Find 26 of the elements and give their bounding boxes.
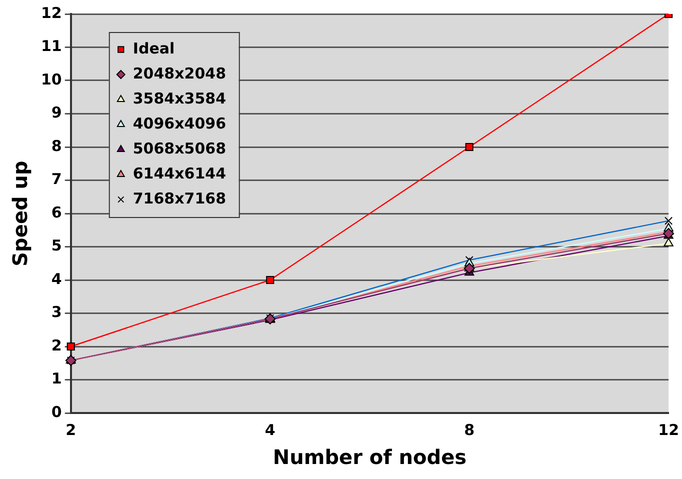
y-tick-label: 2 <box>51 336 62 354</box>
y-tick-label: 4 <box>51 270 62 288</box>
x-tick-label: 2 <box>66 420 76 439</box>
x-tick-label: 4 <box>264 420 276 439</box>
legend-label: 4096x4096 <box>132 114 226 132</box>
y-tick-label: 9 <box>51 104 62 122</box>
y-tick-label: 7 <box>51 170 62 188</box>
y-tick-label: 0 <box>51 402 62 421</box>
legend-label: 6144x6144 <box>132 164 226 182</box>
y-tick-label: 1 <box>51 370 62 388</box>
y-tick-label: 11 <box>41 37 62 56</box>
y-tick-label: 3 <box>51 303 62 322</box>
x-tick-label: 12 <box>658 420 679 439</box>
x-tick-label: 8 <box>464 420 475 439</box>
y-tick-label: 10 <box>41 70 62 88</box>
legend-label: Ideal <box>132 39 175 58</box>
y-tick-label: 6 <box>51 203 62 222</box>
y-tick-label: 8 <box>51 136 62 155</box>
y-axis-title: Speed up <box>8 160 32 266</box>
legend-label: 3584x3584 <box>132 89 226 108</box>
legend-label: 2048x2048 <box>132 64 226 82</box>
legend-label: 5068x5068 <box>132 139 226 158</box>
x-axis-title: Number of nodes <box>272 445 467 470</box>
y-tick-label: 5 <box>51 236 62 255</box>
legend-label: 7168x7168 <box>132 189 226 208</box>
y-tick-label: 12 <box>41 4 62 22</box>
